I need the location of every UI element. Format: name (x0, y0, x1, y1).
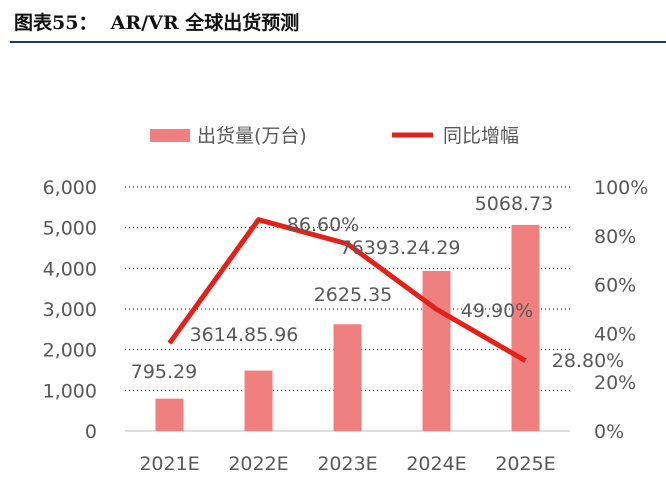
x-tick-label: 2024E (406, 453, 466, 475)
bar-data-labels: 795.29 3614.85.96 2625.35 76393.24.29 5068.7… (131, 193, 554, 383)
legend-label-bar: 出货量(万台) (197, 125, 307, 147)
bar-data-label: 795.29 (131, 361, 197, 383)
line-data-label: 86.60% (287, 214, 359, 236)
x-tick-label: 2022E (228, 453, 288, 475)
y-right-tick-label: 100% (594, 177, 648, 199)
y-left-tick-label: 4,000 (43, 258, 97, 280)
left-axis-ticks: 0 1,000 2,000 3,000 4,000 5,000 6,000 (43, 177, 97, 443)
y-left-tick-label: 0 (85, 421, 97, 443)
bar (244, 370, 273, 431)
y-right-tick-label: 60% (594, 275, 636, 297)
line-data-label: 28.80% (552, 350, 624, 372)
x-tick-label: 2021E (139, 453, 199, 475)
y-left-tick-label: 5,000 (43, 218, 97, 240)
y-right-tick-label: 0% (594, 421, 624, 443)
bar-data-label: 2625.35 (314, 284, 393, 306)
line-data-label: 49.90% (461, 300, 533, 322)
legend: 出货量(万台) 同比增幅 (150, 125, 519, 147)
bar (511, 224, 540, 431)
bar-data-label: 3614.85.96 (190, 324, 299, 346)
bar-data-label: 76393.24.29 (340, 237, 461, 259)
legend-label-line: 同比增幅 (443, 125, 519, 147)
legend-swatch-bar (150, 129, 190, 142)
y-right-tick-label: 80% (594, 226, 636, 248)
bar (422, 271, 451, 431)
y-left-tick-label: 2,000 (43, 340, 97, 362)
y-left-tick-label: 6,000 (43, 177, 97, 199)
y-right-tick-label: 20% (594, 372, 636, 394)
y-left-tick-label: 1,000 (43, 380, 97, 402)
x-tick-label: 2025E (495, 453, 555, 475)
line-layer (167, 217, 527, 363)
x-axis-ticks: 2021E 2022E 2023E 2024E 2025E (139, 453, 555, 475)
y-left-tick-label: 3,000 (43, 299, 97, 321)
bar-data-label: 5068.73 (475, 193, 554, 215)
line-data-labels: 86.60% 49.90% 28.80% (287, 214, 624, 372)
bar (155, 398, 184, 431)
right-axis-ticks: 0% 20% 40% 60% 80% 100% (594, 177, 648, 443)
series-line (167, 217, 527, 363)
x-tick-label: 2023E (317, 453, 377, 475)
y-right-tick-label: 40% (594, 323, 636, 345)
chart-title: 图表55： AR/VR 全球出货预测 (14, 12, 300, 34)
bars (155, 224, 540, 431)
bar (333, 324, 362, 431)
title-rule (10, 41, 666, 43)
